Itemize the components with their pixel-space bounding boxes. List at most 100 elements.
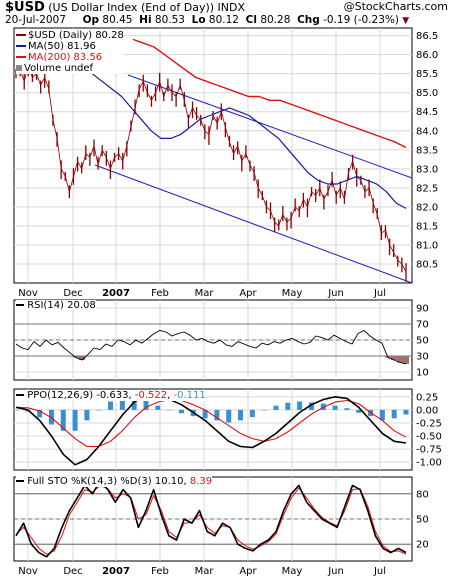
ma200-line: [132, 38, 407, 149]
x-tick-label-bottom: Jul: [373, 566, 386, 577]
ppo-histogram-bar: [379, 409, 385, 421]
x-tick-label-bottom: Apr: [239, 566, 257, 577]
high-label: Hi: [139, 14, 152, 26]
ma50-swatch: [16, 45, 26, 47]
rsi-oversold-fill: [391, 356, 397, 360]
rsi-y-tick-label: 10: [416, 368, 429, 379]
ppo-histogram-bar: [238, 409, 244, 421]
rsi-y-tick-label: 70: [416, 320, 429, 331]
ppo-signal-line: [15, 398, 407, 448]
x-tick-label: Dec: [63, 288, 82, 299]
stockcharts-branding: @StockCharts.com: [343, 0, 448, 13]
rsi-y-tick-label: 90: [416, 304, 429, 315]
x-tick-label-bottom: Nov: [18, 566, 38, 577]
rsi-oversold-fill: [397, 356, 403, 363]
rsi-oversold-fill: [79, 356, 85, 360]
chart-title: $USD (US Dollar Index (End of Day)) INDX: [5, 0, 245, 15]
sto-y-tick-label: 80: [416, 489, 429, 500]
price-y-tick-label: 86.0: [416, 50, 438, 61]
close-label: Cl: [245, 14, 257, 26]
x-tick-label: Nov: [18, 288, 38, 299]
close-value: 80.28: [260, 14, 291, 26]
ppo-histogram-bar: [60, 409, 66, 431]
rsi-label: RSI(14) 20.08: [16, 300, 96, 311]
ppo-line: [15, 394, 407, 466]
symbol-description: (US Dollar Index (End of Day)): [48, 1, 215, 14]
price-panel-frame: [13, 27, 413, 284]
price-swatch: [16, 34, 26, 36]
legend-ma200: MA(200) 83.56: [28, 52, 103, 63]
symbol: $USD: [5, 0, 45, 15]
rsi-swatch: [16, 304, 24, 306]
ppo-histogram-bar: [167, 409, 173, 411]
volume-swatch: [16, 65, 22, 71]
ppo-histogram-bar: [249, 409, 255, 418]
ppo-histogram-bar: [356, 409, 362, 413]
ppo-y-tick-label: -0.75: [416, 445, 442, 456]
sto-y-tick-label: 50: [416, 515, 429, 526]
ppo-histogram-bar: [285, 402, 291, 410]
ppo-histogram-bar: [13, 409, 19, 411]
rsi-line: [15, 329, 407, 365]
sto-y-tick-label: 20: [416, 540, 429, 551]
sto-label: Full STO %K(14,3) %D(3) 10.10, 8.39: [16, 476, 213, 487]
x-tick-label-bottom: Mar: [195, 566, 215, 577]
ppo-y-tick-label: 0.00: [416, 405, 438, 416]
ppo-name: PPO(12,26,9): [27, 390, 94, 401]
down-triangle-icon: ▼: [402, 16, 410, 26]
ppo-histogram-bar: [131, 397, 137, 410]
ppo-histogram-bar: [143, 400, 149, 410]
ppo-hist-value: -0.111: [173, 390, 206, 401]
price-y-tick-label: 84.0: [416, 126, 438, 137]
ppo-label: PPO(12,26,9) -0.633, -0.522, -0.111: [16, 390, 206, 401]
x-tick-label: Mar: [195, 288, 215, 299]
x-tick-label: Feb: [151, 288, 169, 299]
open-label: Op: [82, 14, 100, 26]
x-tick-label: Jun: [327, 288, 344, 299]
ma200-swatch: [16, 56, 26, 58]
change-label: Chg: [297, 14, 320, 26]
price-y-tick-label: 86.5: [416, 31, 438, 42]
price-y-tick-label: 82.0: [416, 202, 438, 213]
price-y-tick-label: 83.0: [416, 164, 438, 175]
rsi-y-tick-label: 30: [416, 352, 429, 363]
sto-name: Full STO %K(14,3) %D(3): [27, 476, 152, 487]
ppo-histogram-bar: [178, 409, 184, 414]
x-tick-label-bottom: 2007: [102, 566, 130, 577]
ppo-histogram-bar: [37, 409, 43, 418]
rsi-y-tick-label: 50: [416, 336, 429, 347]
ppo-y-tick-label: -1.00: [416, 458, 442, 469]
ppo-histogram-bar: [119, 397, 125, 410]
ma50-line: [62, 57, 407, 209]
high-value: 80.53: [154, 14, 185, 26]
legend-ma50: MA(50) 81.96: [28, 41, 96, 52]
change-value: -0.19 (-0.23%): [323, 14, 399, 26]
rsi-oversold-fill: [73, 356, 79, 358]
ppo-y-tick-label: 0.25: [416, 392, 438, 403]
ppo-signal-value: -0.522: [134, 390, 168, 401]
rsi-oversold-fill: [403, 356, 409, 364]
ppo-y-tick-label: -0.50: [416, 432, 442, 443]
ppo-histogram-bar: [214, 409, 220, 421]
sto-d-value: 8.39: [189, 476, 213, 487]
price-y-tick-label: 81.5: [416, 221, 438, 232]
ppo-histogram-bar: [226, 409, 232, 423]
price-y-tick-label: 85.0: [416, 88, 438, 99]
price-legend: $USD (Daily) 80.28 MA(50) 81.96 MA(200) …: [16, 30, 124, 74]
ppo-histogram-bar: [308, 402, 314, 410]
x-tick-label-bottom: Dec: [63, 566, 82, 577]
exchange: INDX: [217, 1, 246, 14]
ppo-histogram-bar: [202, 409, 208, 419]
ppo-panel-frame: [13, 388, 413, 471]
sto-k-value: 10.10: [154, 476, 184, 487]
ppo-histogram-bar: [344, 408, 350, 410]
quote-date: 20-Jul-2007: [5, 14, 66, 26]
ppo-histogram-bar: [261, 409, 267, 411]
ppo-histogram-bar: [84, 409, 90, 421]
ppo-histogram-bar: [273, 405, 279, 410]
price-y-tick-label: 80.5: [416, 259, 438, 270]
x-tick-label: Apr: [239, 288, 257, 299]
channel-upper-line: [127, 74, 413, 179]
